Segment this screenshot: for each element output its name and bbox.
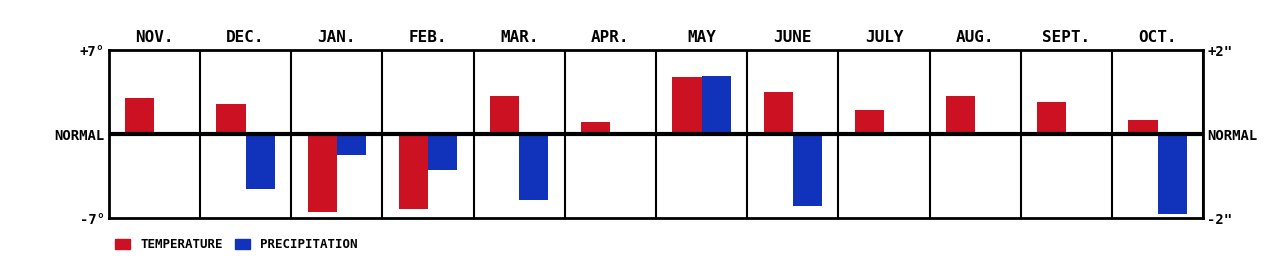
Bar (428, 134, 457, 170)
Bar (855, 110, 884, 134)
Bar (307, 134, 337, 213)
Bar (581, 122, 611, 134)
Bar (125, 98, 155, 134)
Bar (1037, 102, 1066, 134)
Legend: TEMPERATURE, PRECIPITATION: TEMPERATURE, PRECIPITATION (115, 238, 357, 251)
Bar (672, 77, 701, 134)
Bar (946, 96, 975, 134)
Bar (764, 92, 792, 134)
Bar (1129, 120, 1157, 134)
Bar (216, 104, 246, 134)
Bar (701, 76, 731, 134)
Bar (1157, 134, 1187, 214)
Bar (337, 134, 366, 155)
Bar (520, 134, 548, 199)
Bar (490, 96, 520, 134)
Bar (399, 134, 428, 209)
Bar (246, 134, 275, 189)
Bar (792, 134, 822, 206)
